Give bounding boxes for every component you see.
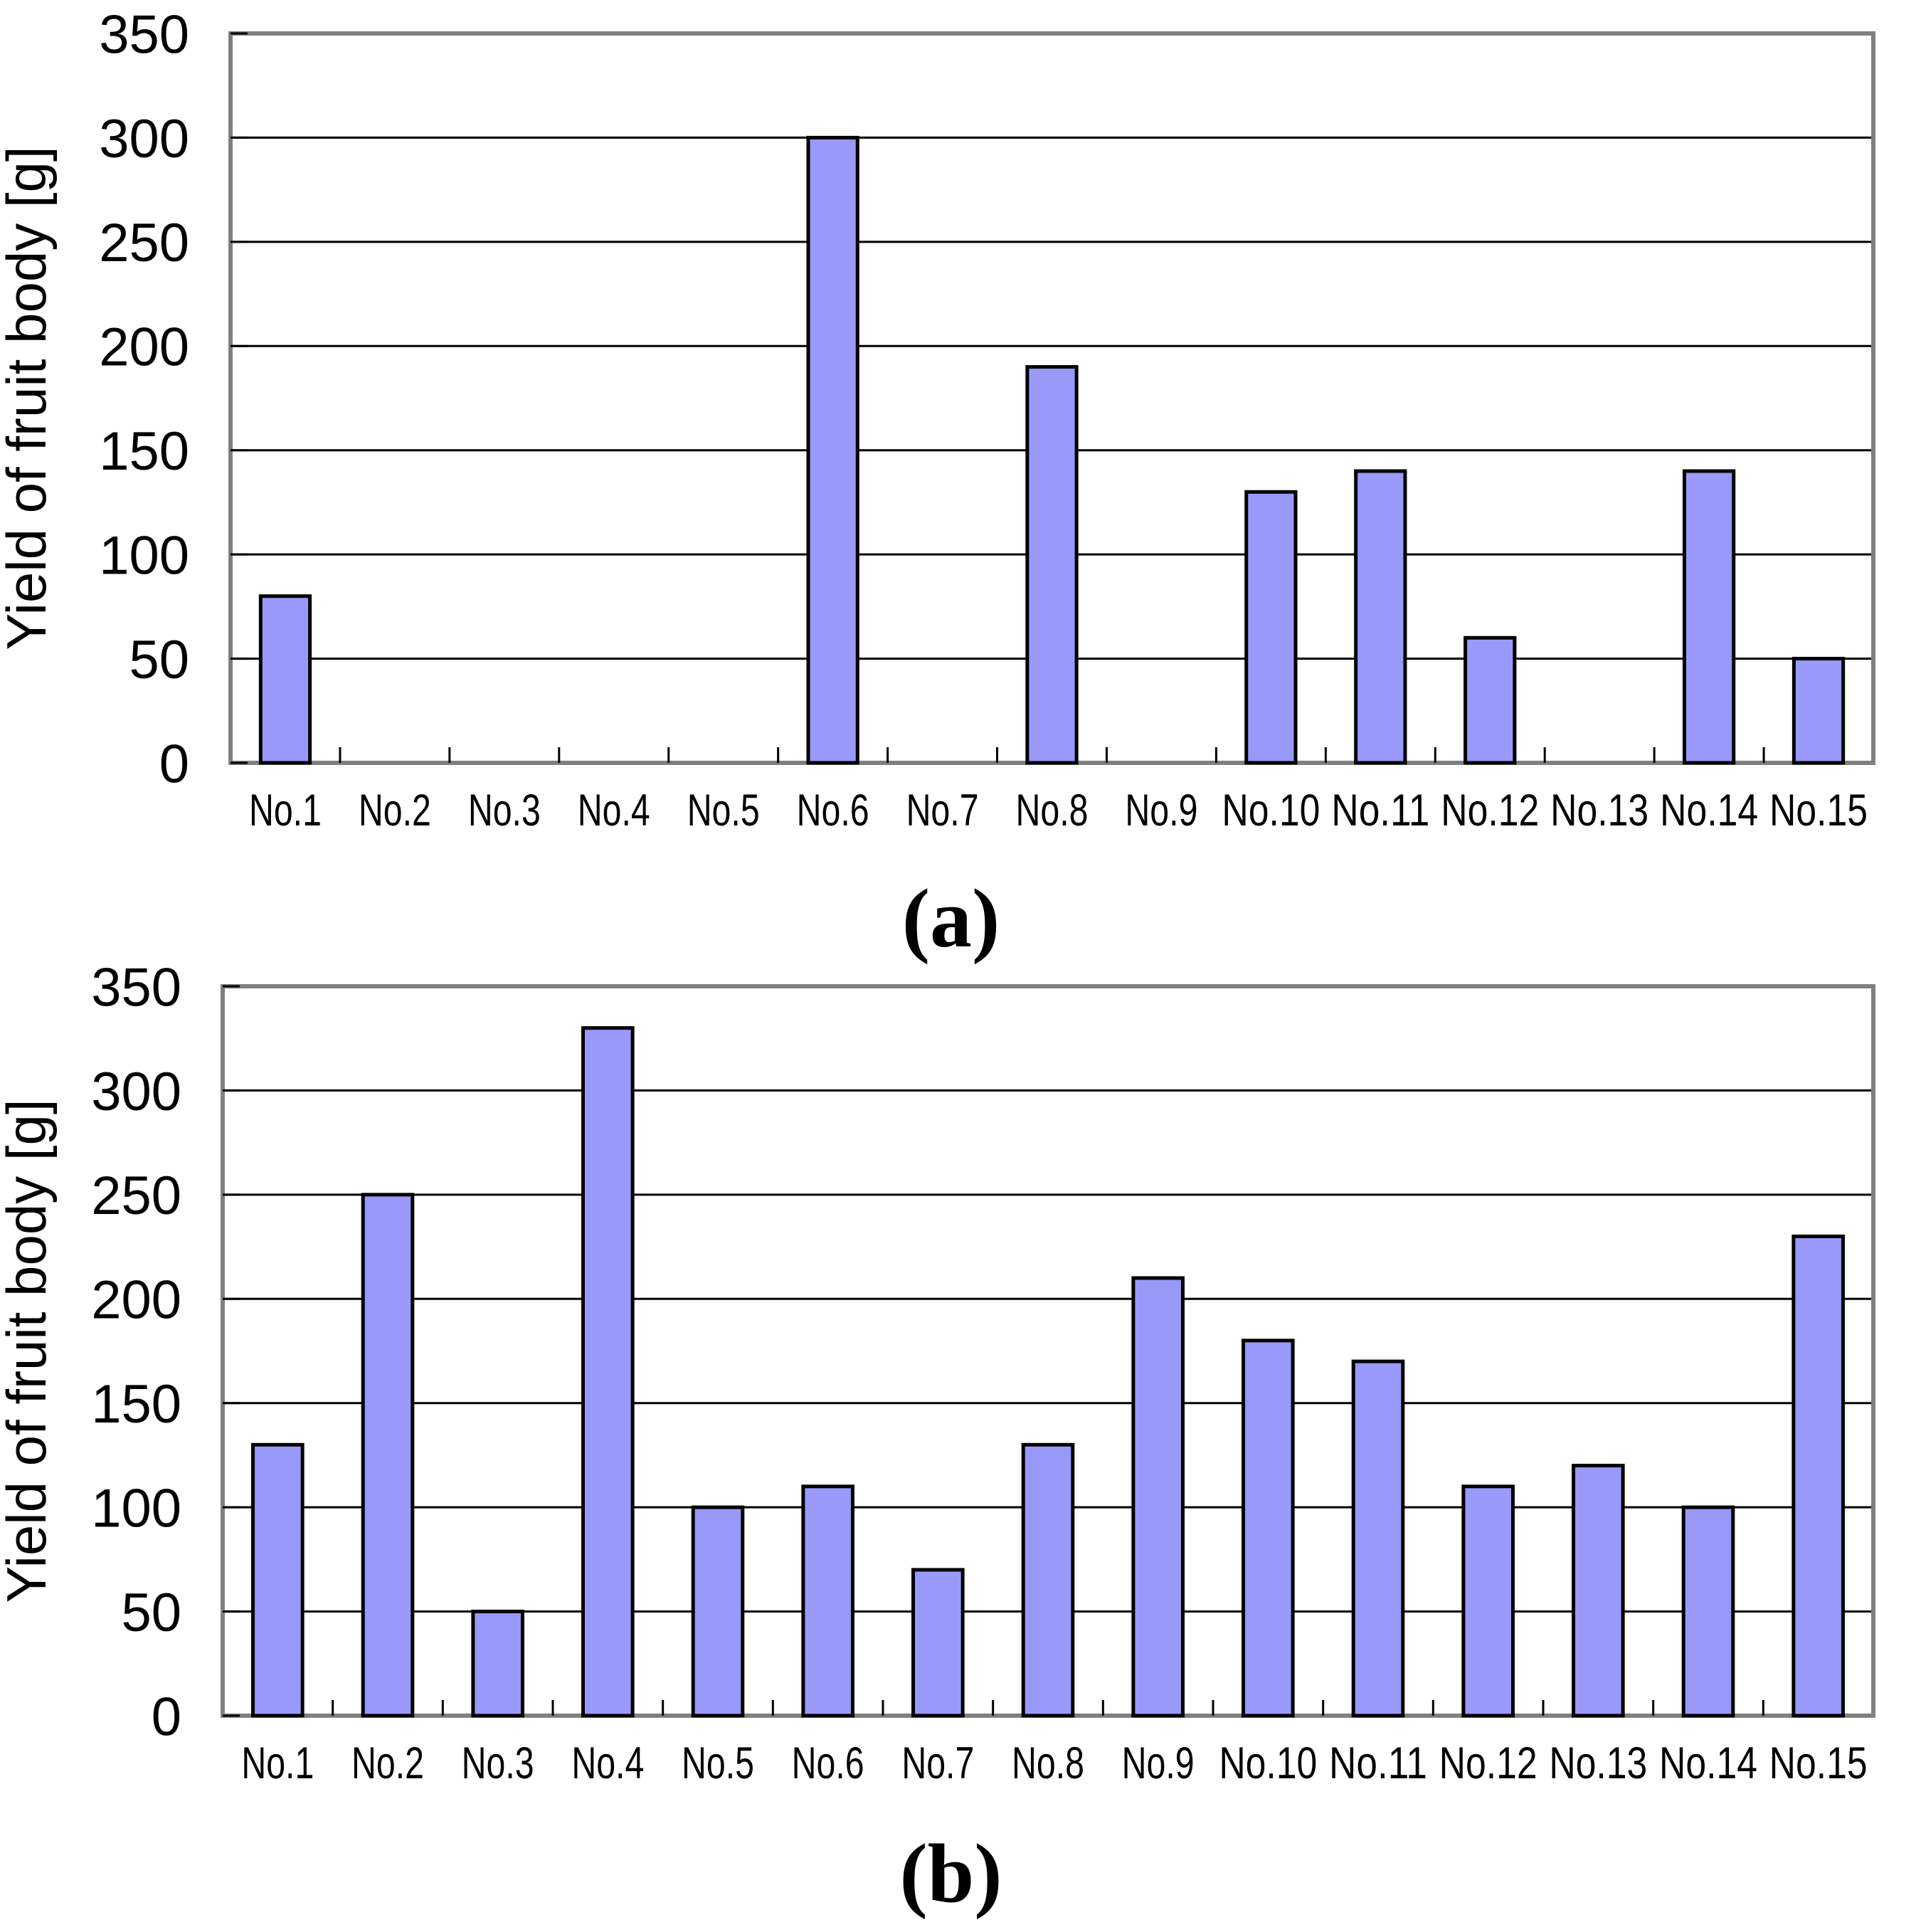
x-label-no6: No.6 <box>792 1738 864 1788</box>
bar-no14 <box>1681 1505 1735 1718</box>
x-label-no7: No.7 <box>901 1738 974 1788</box>
bar-no10 <box>1244 490 1298 765</box>
chart-a-canvas: 0 50 100 150 200 250 300 350 No.1 No.2 No.3 No.4 No.… <box>0 4 1875 835</box>
bar-no6 <box>806 135 859 765</box>
x-label-no3: No.3 <box>462 1738 534 1788</box>
y-tick-label-200: 200 <box>99 317 189 378</box>
x-label-no11: No.11 <box>1331 786 1429 835</box>
y-tick-label-50: 50 <box>129 630 189 690</box>
y-tick-label-100: 100 <box>91 1479 181 1539</box>
y-tick-label-100: 100 <box>99 526 189 586</box>
y-tick-label-50: 50 <box>121 1583 181 1643</box>
x-label-no15: No.15 <box>1769 1738 1868 1788</box>
y-tick-label-150: 150 <box>99 421 189 482</box>
x-label-no5: No.5 <box>687 786 760 835</box>
y-tick-label-0: 0 <box>159 734 189 794</box>
x-label-no4: No.4 <box>578 786 650 835</box>
y-axis-title: Yield of fruit body [g] <box>0 146 58 650</box>
x-label-no14: No.14 <box>1660 786 1758 835</box>
bar-no1 <box>251 1442 305 1718</box>
y-tick-label-0: 0 <box>152 1686 181 1747</box>
x-label-no9: No.9 <box>1125 786 1197 835</box>
x-label-no15: No.15 <box>1769 786 1868 835</box>
chart-b-caption: (b) <box>899 1827 1002 1920</box>
x-label-no1: No.1 <box>241 1738 314 1788</box>
x-label-no10: No.10 <box>1222 786 1320 835</box>
x-label-no13: No.13 <box>1550 786 1648 835</box>
y-tick-label-300: 300 <box>99 109 189 169</box>
bar-no8 <box>1025 365 1079 765</box>
bar-no11 <box>1354 469 1407 765</box>
bar-no12 <box>1461 1484 1515 1718</box>
x-label-no8: No.8 <box>1016 786 1089 835</box>
chart-a-caption: (a) <box>901 872 1000 965</box>
bar-no5 <box>691 1505 745 1718</box>
y-tick-label-350: 350 <box>99 4 189 65</box>
y-tick-label-150: 150 <box>91 1374 181 1435</box>
bar-no15 <box>1791 657 1846 765</box>
x-label-no7: No.7 <box>906 786 979 835</box>
x-label-no5: No.5 <box>682 1738 754 1788</box>
x-label-no4: No.4 <box>571 1738 644 1788</box>
x-label-no8: No.8 <box>1012 1738 1084 1788</box>
bar-no6 <box>801 1484 854 1718</box>
x-label-no10: No.10 <box>1219 1738 1317 1788</box>
bar-no2 <box>361 1193 415 1718</box>
bar-no11 <box>1351 1359 1405 1718</box>
bar-no13 <box>1572 1464 1625 1718</box>
x-label-no12: No.12 <box>1439 1738 1537 1788</box>
y-axis-title: Yield of fruit body [g] <box>0 1099 58 1603</box>
bar-no4 <box>581 1026 635 1718</box>
y-tick-label-300: 300 <box>91 1062 181 1122</box>
x-label-no11: No.11 <box>1329 1738 1427 1788</box>
x-label-no6: No.6 <box>797 786 869 835</box>
bar-no9 <box>1131 1276 1185 1718</box>
bar-no12 <box>1464 635 1517 765</box>
x-label-no2: No.2 <box>351 1738 424 1788</box>
chart-b-canvas: 0 50 100 150 200 250 300 350 No.1 No.2 No.3 No.4 No.… <box>0 957 1875 1788</box>
bar-no7 <box>911 1568 965 1718</box>
bar-no10 <box>1242 1339 1295 1718</box>
bar-no1 <box>258 594 312 765</box>
bar-no3 <box>471 1610 524 1718</box>
x-label-no13: No.13 <box>1549 1738 1647 1788</box>
x-label-no1: No.1 <box>249 786 322 835</box>
y-tick-label-250: 250 <box>99 213 189 273</box>
x-label-no12: No.12 <box>1441 786 1539 835</box>
bar-no15 <box>1791 1234 1845 1718</box>
y-tick-label-200: 200 <box>91 1270 181 1331</box>
y-tick-label-350: 350 <box>91 957 181 1018</box>
x-label-no2: No.2 <box>359 786 431 835</box>
y-tick-label-250: 250 <box>91 1166 181 1226</box>
bar-no14 <box>1682 469 1736 765</box>
x-label-no3: No.3 <box>468 786 541 835</box>
x-label-no14: No.14 <box>1659 1738 1757 1788</box>
bar-no8 <box>1021 1442 1075 1718</box>
x-label-no9: No.9 <box>1122 1738 1195 1788</box>
